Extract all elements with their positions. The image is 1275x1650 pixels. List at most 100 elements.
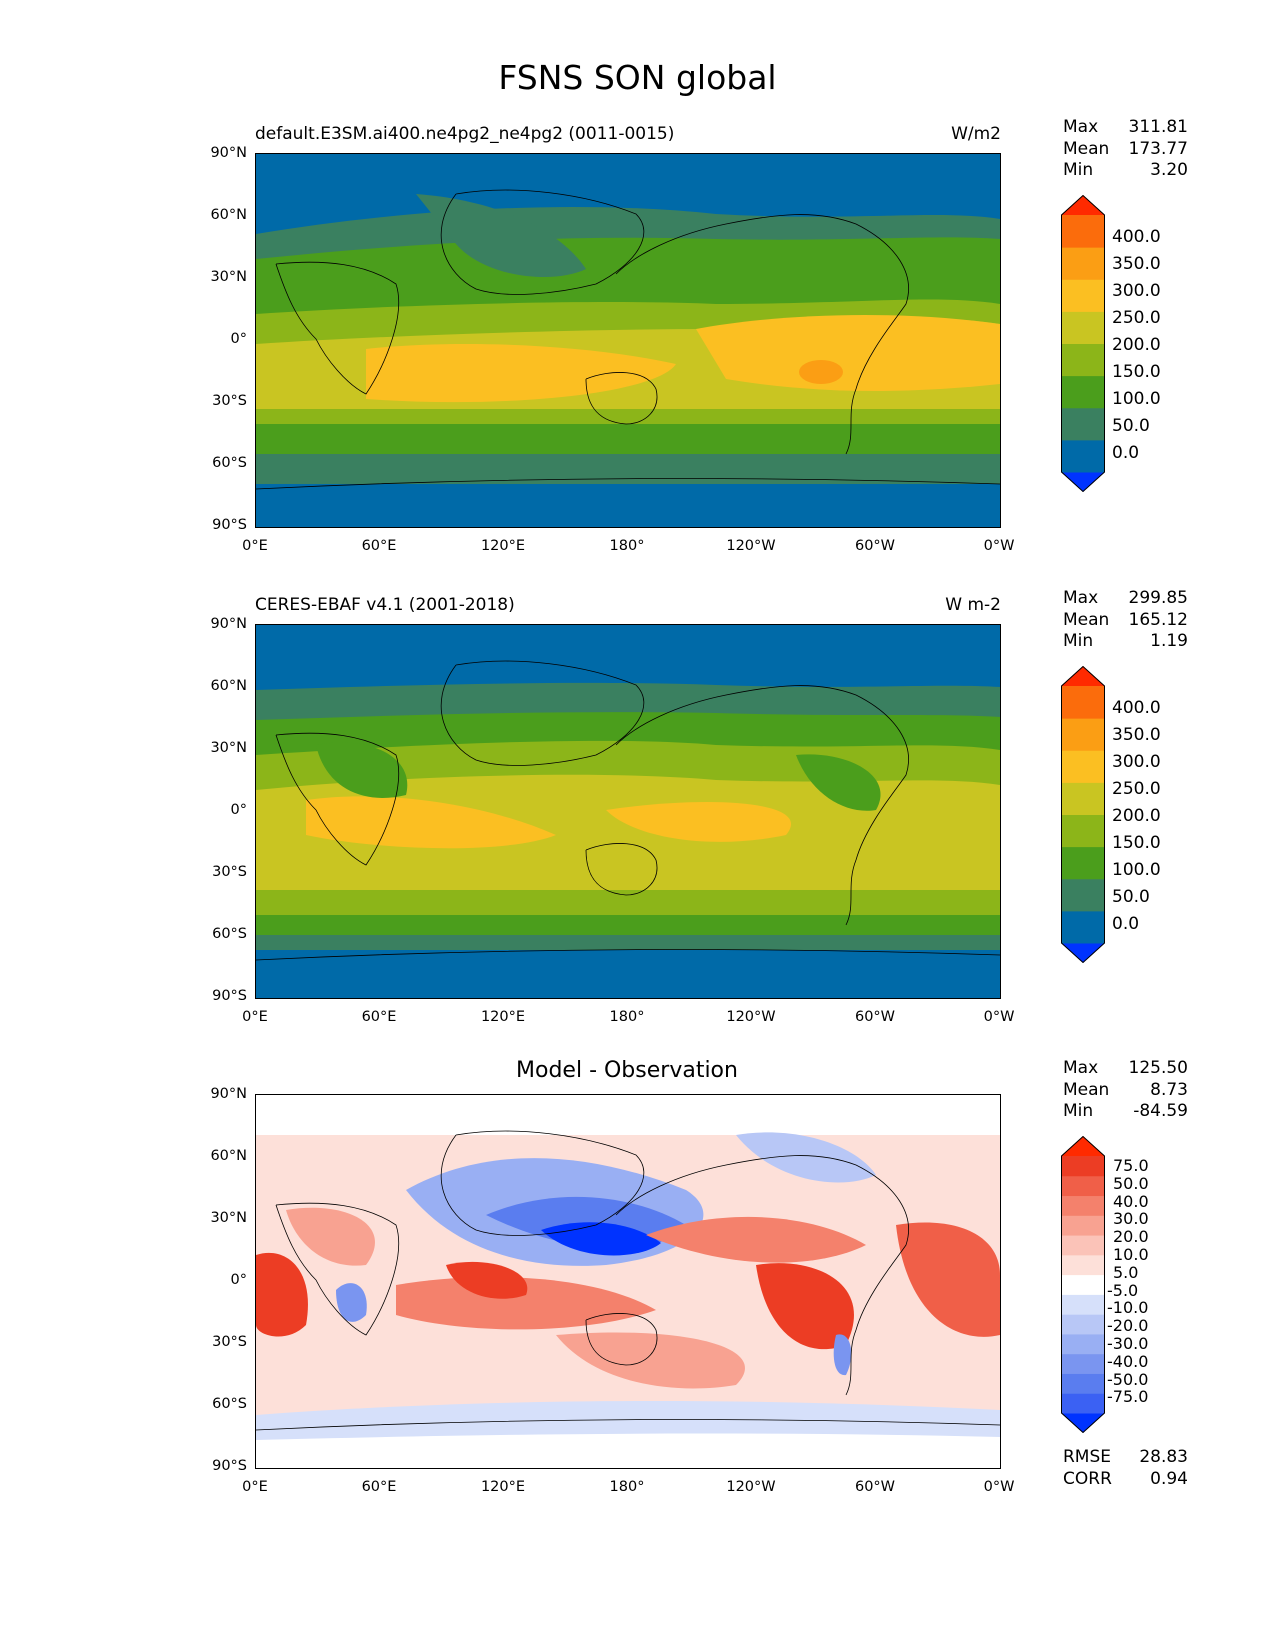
panel1-stats: Max 311.81 Mean 173.77 Min 3.20: [1063, 117, 1188, 182]
colorbar-label: 0.0: [1112, 443, 1140, 463]
colorbar-swatch: [1061, 910, 1105, 944]
colorbar-extend-max: [1061, 195, 1105, 215]
panel3-colorbar: [1061, 1135, 1105, 1434]
colorbar-extend-min: [1061, 1413, 1105, 1433]
x-tick-label: 120°W: [726, 1009, 776, 1025]
colorbar-swatch: [1061, 311, 1105, 344]
colorbar-label: -50.0: [1107, 1369, 1149, 1389]
x-tick-label: 60°W: [854, 1479, 896, 1495]
colorbar-label: 100.0: [1112, 860, 1161, 880]
colorbar-label: 75.0: [1113, 1156, 1149, 1175]
stat-label: Max: [1063, 588, 1099, 608]
colorbar-label: 5.0: [1113, 1262, 1139, 1282]
colorbar-swatch: [1061, 1175, 1105, 1197]
y-tick-label: 60°N: [210, 678, 247, 694]
colorbar-label: 300.0: [1112, 752, 1161, 772]
colorbar-label: 300.0: [1112, 281, 1161, 301]
colorbar-swatch: [1061, 247, 1105, 280]
colorbar-extend-min: [1061, 943, 1105, 963]
colorbar-swatch: [1061, 814, 1105, 848]
x-tick-label: 180°: [609, 538, 645, 554]
x-tick-label: 120°W: [726, 1479, 776, 1495]
colorbar-label: 350.0: [1112, 254, 1161, 274]
y-tick-label: 30°S: [212, 864, 247, 880]
metric-corr: 0.94: [1150, 1468, 1188, 1489]
stat-label: Max: [1063, 1058, 1099, 1078]
x-tick-label: 0°W: [983, 1009, 1015, 1025]
colorbar-label: 10.0: [1113, 1245, 1149, 1264]
colorbar-label: 250.0: [1112, 779, 1161, 799]
colorbar-swatch: [1061, 1393, 1105, 1414]
colorbar-swatch: [1061, 343, 1105, 377]
colorbar-swatch: [1061, 878, 1105, 912]
metric-rmse: 28.83: [1139, 1447, 1188, 1467]
stat-min: -84.59: [1133, 1101, 1188, 1121]
panel1-units: W/m2: [951, 124, 1001, 144]
panel3-title: Model - Observation: [516, 1058, 738, 1083]
colorbar-swatch: [1061, 782, 1105, 815]
x-tick-label: 60°E: [361, 1479, 397, 1495]
colorbar-swatch: [1061, 1254, 1105, 1276]
stat-min: 3.20: [1150, 160, 1188, 180]
colorbar-swatch: [1061, 1294, 1105, 1315]
stat-label: Min: [1063, 1101, 1094, 1121]
colorbar-label: -20.0: [1107, 1316, 1149, 1336]
panel2-map: [255, 624, 1001, 999]
colorbar-swatch: [1061, 279, 1105, 312]
x-tick-label: 60°E: [361, 1009, 397, 1025]
colorbar-label: -10.0: [1107, 1298, 1149, 1318]
y-tick-label: 30°N: [210, 1210, 247, 1226]
figure-title: FSNS SON global: [498, 58, 777, 97]
colorbar-extend-max: [1061, 666, 1105, 686]
x-tick-label: 0°W: [983, 538, 1015, 554]
x-tick-label: 120°E: [480, 1009, 526, 1025]
colorbar-label: -30.0: [1107, 1334, 1149, 1353]
colorbar-label: 20.0: [1113, 1227, 1149, 1247]
stat-label: Mean: [1063, 1079, 1110, 1100]
x-tick-label: 0°E: [242, 1479, 268, 1495]
y-tick-label: 30°N: [210, 740, 247, 756]
colorbar-swatch: [1061, 1215, 1105, 1236]
panel3-metrics: RMSE 28.83 CORR 0.94: [1063, 1447, 1188, 1490]
panel1-colorbar: [1061, 194, 1105, 493]
y-tick-label: 30°S: [212, 393, 247, 409]
stat-max: 125.50: [1128, 1058, 1188, 1078]
x-tick-label: 60°E: [361, 538, 397, 554]
stat-min: 1.19: [1150, 631, 1188, 651]
y-tick-label: 60°S: [212, 1396, 247, 1412]
colorbar-outline: [1061, 194, 1105, 493]
colorbar-swatch: [1061, 718, 1105, 751]
colorbar-label: 400.0: [1112, 698, 1161, 718]
y-tick-label: 60°S: [212, 926, 247, 942]
x-tick-label: 120°E: [480, 1479, 526, 1495]
panel3-stats: Max 125.50 Mean 8.73 Min -84.59: [1063, 1058, 1188, 1123]
colorbar-swatch: [1061, 1373, 1105, 1394]
colorbar-swatch: [1061, 1274, 1105, 1295]
y-tick-label: 60°N: [210, 207, 247, 223]
y-tick-label: 30°N: [210, 269, 247, 285]
colorbar-swatch: [1061, 439, 1105, 473]
colorbar-label: -75.0: [1107, 1387, 1149, 1407]
y-tick-label: 60°S: [212, 455, 247, 471]
stat-label: Min: [1063, 160, 1094, 180]
y-tick-label: 90°S: [212, 988, 247, 1004]
x-tick-label: 180°: [609, 1479, 645, 1495]
y-tick-label: 0°: [230, 802, 247, 818]
metric-label: CORR: [1063, 1468, 1112, 1489]
colorbar-label: 50.0: [1112, 887, 1150, 907]
colorbar-swatch: [1061, 1235, 1105, 1256]
colorbar-swatch: [1061, 1353, 1105, 1374]
colorbar-label: 100.0: [1112, 389, 1161, 409]
colorbar-swatch: [1061, 407, 1105, 441]
colorbar-swatch: [1061, 215, 1105, 248]
panel2-stats: Max 299.85 Mean 165.12 Min 1.19: [1063, 588, 1188, 653]
colorbar-label: 0.0: [1112, 914, 1140, 934]
panel2-colorbar: [1061, 665, 1105, 964]
colorbar-outline: [1061, 665, 1105, 964]
colorbar-label: -40.0: [1107, 1351, 1149, 1371]
colorbar-outline: [1061, 1135, 1105, 1434]
stat-mean: 165.12: [1128, 609, 1188, 630]
stat-mean: 173.77: [1128, 138, 1188, 159]
x-tick-label: 120°E: [480, 538, 526, 554]
colorbar-swatch: [1061, 1195, 1105, 1216]
